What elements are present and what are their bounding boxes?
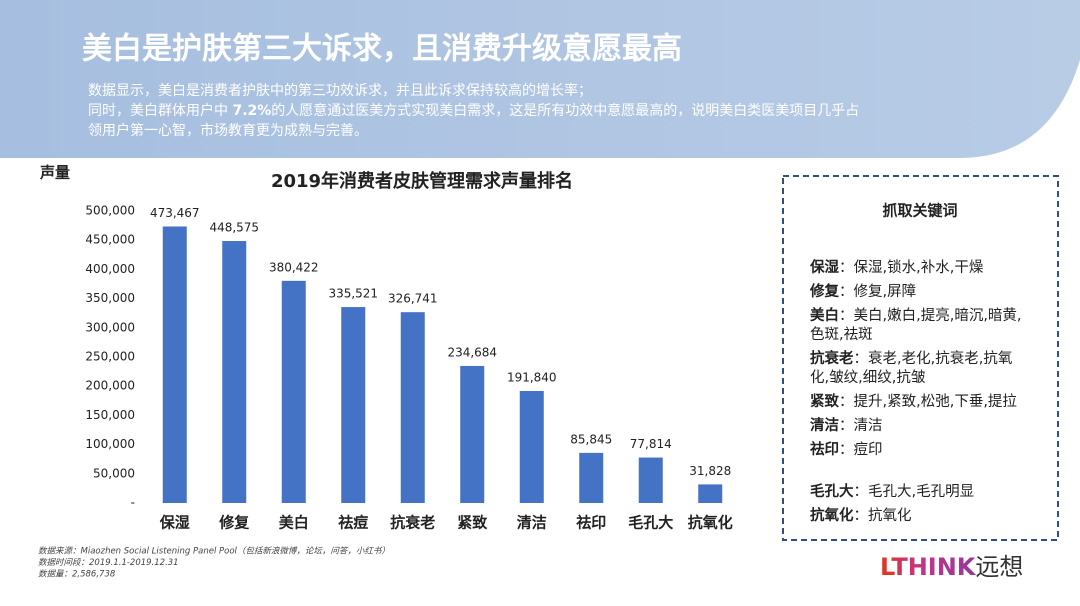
x-tick-label: 美白 — [279, 514, 309, 532]
keyword-box — [782, 175, 1059, 541]
header-text-part: 7.2% — [232, 103, 271, 119]
header-text-part: 领用户第一心智，市场教育更为成熟与完善。 — [88, 122, 368, 139]
keyword-term: 保湿 — [809, 258, 839, 276]
bar — [698, 484, 723, 503]
value-label: 326,741 — [388, 292, 438, 306]
keyword-term: 紧致 — [810, 392, 839, 410]
keyword-desc: ：修复,屏障 — [839, 282, 916, 300]
logo-part: 远想 — [975, 553, 1023, 581]
y-tick-label: 400,000 — [85, 262, 135, 276]
value-label: 234,684 — [447, 345, 497, 359]
y-tick-label: 150,000 — [85, 408, 135, 422]
x-tick-label: 清洁 — [517, 514, 547, 532]
keyword-desc: 色斑,祛斑 — [810, 326, 873, 343]
keyword-term: 抗氧化 — [810, 506, 854, 524]
y-tick-label: 50,000 — [93, 466, 135, 480]
logo: LTHINK远想 — [880, 553, 1023, 581]
keyword-desc: ：美白,嫩白,提亮,暗沉,暗黄, — [839, 307, 1022, 324]
y-tick-label: 250,000 — [85, 350, 135, 364]
header-line: 数据显示，美白是消费者护肤中的第三功效诉求，并且此诉求保持较高的增长率； — [88, 82, 592, 99]
logo-part: THINK — [891, 553, 976, 581]
keyword-desc: ：清洁 — [839, 417, 883, 434]
source-line: 数据量：2,586,738 — [38, 569, 116, 580]
keyword-desc: ：保湿,锁水,补水,干燥 — [839, 259, 984, 276]
keyword-line: 祛印：痘印 — [810, 440, 883, 458]
value-label: 380,422 — [269, 260, 319, 274]
header-band — [0, 0, 1080, 158]
keyword-line: 美白：美白,嫩白,提亮,暗沉,暗黄, — [810, 306, 1022, 324]
source-line: 数据时间段：2019.1.1-2019.12.31 — [38, 557, 179, 568]
x-tick-label: 抗氧化 — [688, 514, 733, 532]
source-notes: 数据来源：Miaozhen Social Listening Panel Poo… — [38, 546, 390, 580]
keyword-line: 色斑,祛斑 — [810, 326, 873, 343]
keyword-term: 抗衰老 — [810, 349, 854, 367]
keyword-desc: 化,皱纹,细纹,抗皱 — [810, 369, 926, 386]
bar — [638, 457, 663, 503]
y-tick-label: 500,000 — [85, 204, 135, 218]
header-text-part: 的人愿意通过医美方式实现美白需求，这是所有功效中意愿最高的，说明美白类医美项目几… — [271, 102, 859, 119]
keyword-term: 修复 — [809, 282, 839, 300]
value-label: 335,521 — [328, 287, 378, 301]
x-tick-label: 修复 — [218, 514, 250, 532]
value-label: 473,467 — [150, 206, 200, 220]
keyword-title: 抓取关键词 — [882, 202, 957, 220]
y-tick-label: 350,000 — [85, 291, 135, 305]
x-tick-label: 紧致 — [457, 514, 488, 532]
header-text-part: 同时，美白群体用户中 — [88, 102, 232, 119]
keyword-term: 祛印 — [810, 440, 839, 458]
value-label: 77,814 — [630, 437, 672, 451]
keyword-line: 保湿：保湿,锁水,补水,干燥 — [809, 258, 984, 276]
x-tick-label: 祛痘 — [338, 514, 368, 532]
keyword-line: 抗氧化：抗氧化 — [810, 506, 912, 524]
bar — [400, 312, 425, 503]
keyword-line: 修复：修复,屏障 — [809, 282, 916, 300]
bar — [162, 226, 187, 503]
value-label: 191,840 — [507, 370, 557, 384]
header-line: 领用户第一心智，市场教育更为成熟与完善。 — [88, 122, 368, 139]
keyword-list: 保湿：保湿,锁水,补水,干燥修复：修复,屏障美白：美白,嫩白,提亮,暗沉,暗黄,… — [809, 258, 1022, 524]
keyword-line: 毛孔大：毛孔大,毛孔明显 — [810, 482, 974, 500]
value-label: 448,575 — [209, 221, 259, 235]
bar — [579, 452, 604, 503]
keyword-line: 紧致：提升,紧致,松弛,下垂,提拉 — [810, 392, 1017, 410]
slide-title: 美白是护肤第三大诉求，且消费升级意愿最高 — [82, 32, 682, 67]
y-axis-label: 声量 — [39, 164, 70, 182]
keyword-term: 毛孔大 — [810, 482, 854, 500]
keyword-desc: ：衰老,老化,抗衰老,抗氧 — [854, 350, 1013, 367]
header-text: 数据显示，美白是消费者护肤中的第三功效诉求，并且此诉求保持较高的增长率； 同时，美… — [88, 82, 859, 139]
bar — [281, 280, 306, 503]
keyword-line: 抗衰老：衰老,老化,抗衰老,抗氧 — [810, 349, 1012, 367]
bar — [222, 241, 247, 503]
keyword-term: 美白 — [810, 306, 839, 324]
bar — [460, 365, 485, 503]
keyword-desc: ：提升,紧致,松弛,下垂,提拉 — [839, 393, 1017, 410]
keyword-term: 清洁 — [810, 416, 839, 434]
x-tick-label: 保湿 — [159, 514, 190, 532]
y-tick-label: - — [131, 496, 135, 510]
logo-part: L — [880, 553, 895, 581]
header-text-part: 数据显示，美白是消费者护肤中的第三功效诉求，并且此诉求保持较高的增长率； — [88, 82, 592, 99]
keyword-line: 清洁：清洁 — [810, 416, 883, 434]
header-line: 同时，美白群体用户中 7.2%的人愿意通过医美方式实现美白需求，这是所有功效中意… — [88, 102, 859, 119]
keyword-desc: ：抗氧化 — [854, 507, 912, 524]
value-label: 85,845 — [570, 432, 612, 446]
x-tick-label: 毛孔大 — [628, 514, 673, 532]
keyword-desc: ：毛孔大,毛孔明显 — [854, 483, 975, 500]
bar — [519, 390, 544, 503]
source-line: 数据来源：Miaozhen Social Listening Panel Poo… — [38, 546, 390, 557]
keyword-desc: ：痘印 — [839, 441, 883, 458]
y-tick-label: 100,000 — [85, 437, 135, 451]
y-tick-label: 300,000 — [85, 320, 135, 334]
chart-title: 2019年消费者皮肤管理需求声量排名 — [271, 170, 573, 192]
bar — [341, 307, 366, 503]
keyword-line: 化,皱纹,细纹,抗皱 — [810, 369, 926, 386]
y-tick-label: 200,000 — [85, 379, 135, 393]
value-label: 31,828 — [689, 464, 731, 478]
x-tick-label: 祛印 — [576, 514, 606, 532]
y-tick-label: 450,000 — [85, 233, 135, 247]
chart: - 50,000 100,000 150,000 200,000 250,000 300,0… — [85, 204, 732, 532]
x-tick-label: 抗衰老 — [390, 514, 435, 532]
